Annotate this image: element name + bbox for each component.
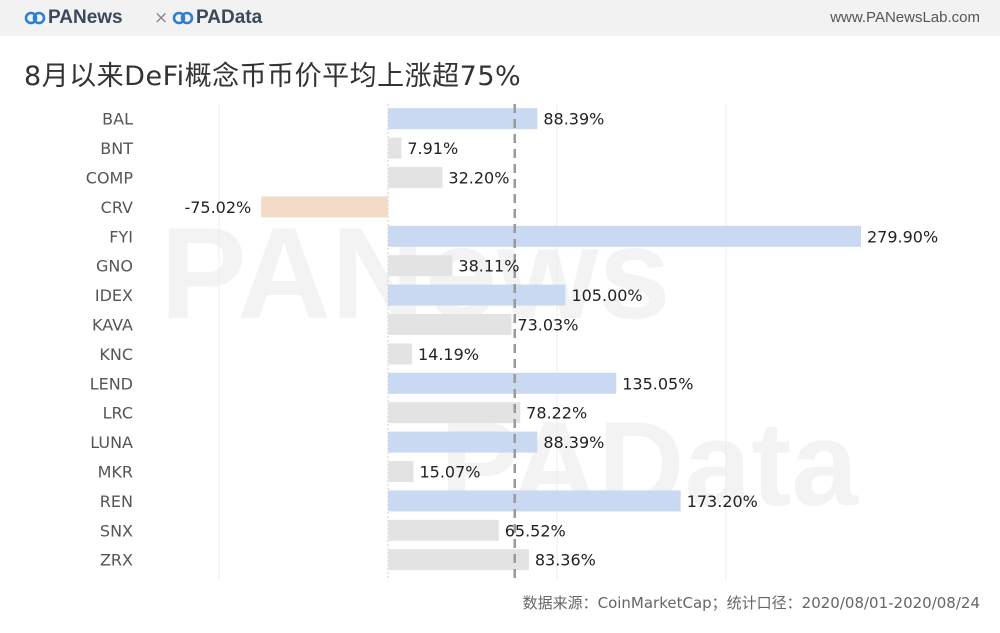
bar-bal xyxy=(388,108,538,130)
bar-gno xyxy=(388,255,453,277)
value-label-lrc: 78.22% xyxy=(526,404,587,423)
value-label-gno: 38.11% xyxy=(458,257,519,276)
value-label-bnt: 7.91% xyxy=(407,139,458,158)
value-label-fyi: 279.90% xyxy=(867,227,938,246)
value-label-idex: 105.00% xyxy=(571,286,642,305)
bar-luna xyxy=(388,431,538,453)
category-label-luna: LUNA xyxy=(90,433,133,452)
chart-title: 8月以来DeFi概念币币价平均上涨超75% xyxy=(24,61,522,92)
bar-crv xyxy=(261,196,388,218)
bar-bnt xyxy=(388,137,402,159)
bar-zrx xyxy=(388,549,529,571)
value-label-zrx: 83.36% xyxy=(535,551,596,570)
value-label-bal: 88.39% xyxy=(543,110,604,129)
value-label-kava: 73.03% xyxy=(517,316,578,335)
category-label-snx: SNX xyxy=(100,521,133,540)
padata-logo-icon xyxy=(172,11,194,25)
category-label-ren: REN xyxy=(100,492,133,511)
category-label-comp: COMP xyxy=(86,169,134,188)
bar-comp xyxy=(388,167,443,188)
value-label-lend: 135.05% xyxy=(622,374,693,393)
data-source-note: 数据来源：CoinMarketCap；统计口径：2020/08/01-2020/… xyxy=(522,594,980,612)
brand-padata: PAData xyxy=(196,7,263,28)
bar-kava xyxy=(388,314,512,335)
top-bar: PANews × PAData www.PANewsLab.com xyxy=(0,0,1000,36)
value-label-mkr: 15.07% xyxy=(419,463,480,482)
value-label-ren: 173.20% xyxy=(687,492,758,511)
value-label-snx: 65.52% xyxy=(505,521,566,540)
category-label-idex: IDEX xyxy=(95,286,133,305)
site-url: www.PANewsLab.com xyxy=(830,9,980,26)
value-label-luna: 88.39% xyxy=(543,433,604,452)
category-label-bnt: BNT xyxy=(100,139,133,158)
brand-panews: PANews xyxy=(48,7,123,28)
category-label-lend: LEND xyxy=(90,374,133,393)
bar-fyi xyxy=(388,225,861,247)
category-label-mkr: MKR xyxy=(98,463,133,482)
category-label-zrx: ZRX xyxy=(100,551,133,570)
category-label-gno: GNO xyxy=(96,257,133,276)
category-label-knc: KNC xyxy=(99,345,133,364)
value-label-comp: 32.20% xyxy=(448,169,509,188)
category-label-kava: KAVA xyxy=(92,316,133,335)
label-layer: BAL 88.39% BNT 7.91% COMP 32.20% CRV -75.02% FYI… xyxy=(86,110,938,570)
brand-separator: × xyxy=(154,8,169,28)
watermark-layer: PANews PAData xyxy=(160,200,859,531)
category-label-crv: CRV xyxy=(101,198,133,217)
bar-lrc xyxy=(388,402,521,424)
value-label-crv: -75.02% xyxy=(184,198,251,217)
category-label-fyi: FYI xyxy=(109,227,133,246)
bar-mkr xyxy=(388,461,414,482)
panews-logo-icon xyxy=(24,11,46,25)
bar-layer xyxy=(261,108,861,571)
bar-snx xyxy=(388,519,499,541)
bar-idex xyxy=(388,284,566,306)
bar-knc xyxy=(388,343,412,365)
value-label-knc: 14.19% xyxy=(418,345,479,364)
category-label-lrc: LRC xyxy=(103,404,133,423)
bar-lend xyxy=(388,372,617,394)
bar-ren xyxy=(388,490,681,512)
category-label-bal: BAL xyxy=(102,110,133,129)
